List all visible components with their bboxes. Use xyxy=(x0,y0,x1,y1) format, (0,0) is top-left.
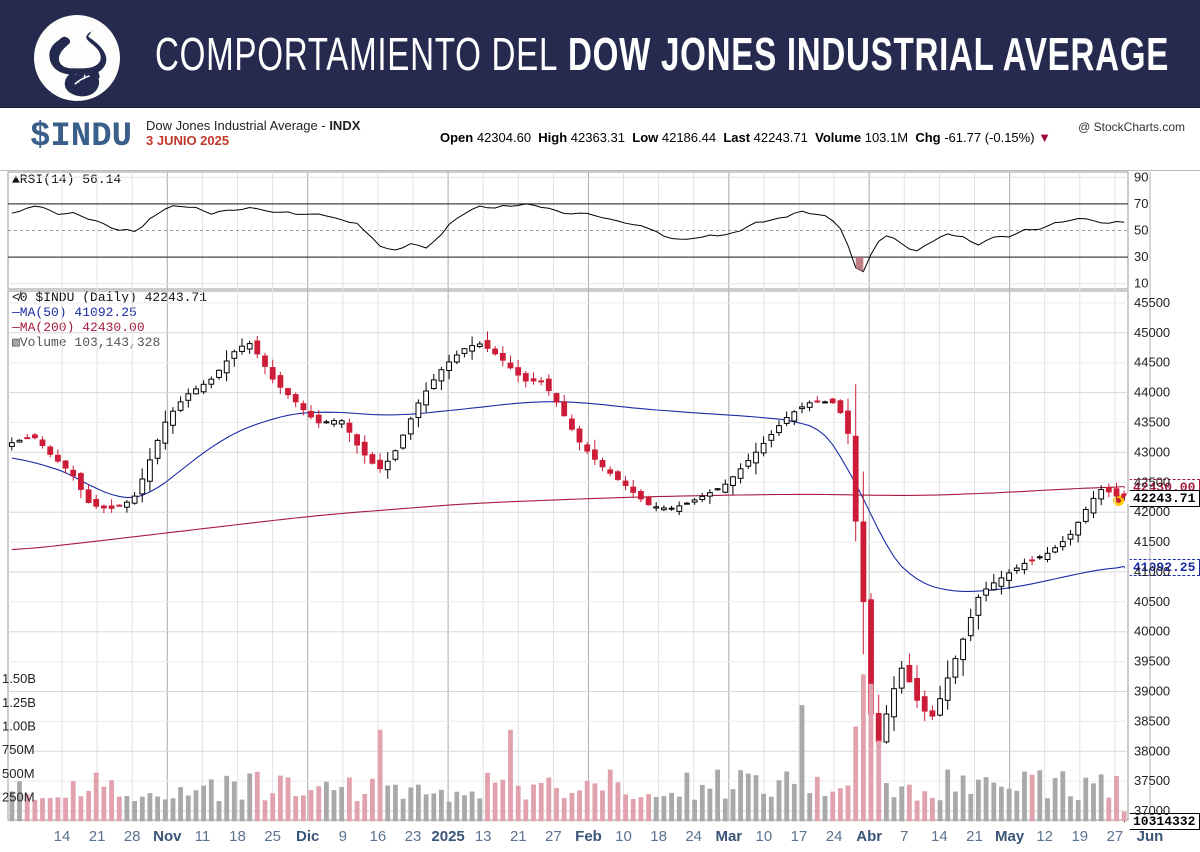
svg-text:24: 24 xyxy=(685,828,702,845)
svg-text:41500: 41500 xyxy=(1134,534,1170,549)
svg-text:24: 24 xyxy=(826,828,843,845)
svg-text:50: 50 xyxy=(1134,223,1148,238)
svg-text:Abr: Abr xyxy=(856,828,882,845)
svg-text:27: 27 xyxy=(545,828,562,845)
svg-text:28: 28 xyxy=(124,828,141,845)
svg-text:9: 9 xyxy=(339,828,347,845)
svg-text:44000: 44000 xyxy=(1134,385,1170,400)
svg-text:1.00B: 1.00B xyxy=(2,719,36,734)
svg-text:750M: 750M xyxy=(2,742,35,757)
svg-text:44500: 44500 xyxy=(1134,355,1170,370)
svg-text:16: 16 xyxy=(370,828,387,845)
svg-text:19: 19 xyxy=(1071,828,1088,845)
svg-text:70: 70 xyxy=(1134,196,1148,211)
svg-text:7: 7 xyxy=(900,828,908,845)
svg-text:30: 30 xyxy=(1134,249,1148,264)
svg-text:21: 21 xyxy=(89,828,106,845)
svg-text:Dic: Dic xyxy=(296,828,319,845)
svg-text:May: May xyxy=(995,828,1025,845)
svg-text:10: 10 xyxy=(1134,276,1148,291)
svg-text:2025: 2025 xyxy=(431,828,464,845)
svg-text:14: 14 xyxy=(931,828,948,845)
svg-text:250M: 250M xyxy=(2,790,35,805)
svg-text:Feb: Feb xyxy=(575,828,602,845)
svg-text:38500: 38500 xyxy=(1134,713,1170,728)
svg-text:Nov: Nov xyxy=(153,828,182,845)
svg-text:18: 18 xyxy=(650,828,667,845)
svg-text:10: 10 xyxy=(615,828,632,845)
svg-text:39000: 39000 xyxy=(1134,684,1170,699)
svg-text:12: 12 xyxy=(1036,828,1053,845)
svg-text:10: 10 xyxy=(756,828,773,845)
svg-text:25: 25 xyxy=(264,828,281,845)
svg-text:43000: 43000 xyxy=(1134,444,1170,459)
svg-text:45000: 45000 xyxy=(1134,325,1170,340)
svg-text:21: 21 xyxy=(966,828,983,845)
svg-text:17: 17 xyxy=(791,828,808,845)
svg-text:1.25B: 1.25B xyxy=(2,695,36,710)
svg-text:Mar: Mar xyxy=(715,828,742,845)
svg-text:90: 90 xyxy=(1134,169,1148,184)
svg-text:14: 14 xyxy=(54,828,71,845)
svg-text:42500: 42500 xyxy=(1134,474,1170,489)
svg-text:18: 18 xyxy=(229,828,246,845)
svg-text:40500: 40500 xyxy=(1134,594,1170,609)
svg-text:40000: 40000 xyxy=(1134,624,1170,639)
svg-text:43500: 43500 xyxy=(1134,415,1170,430)
svg-text:23: 23 xyxy=(405,828,422,845)
svg-text:500M: 500M xyxy=(2,766,35,781)
svg-text:45500: 45500 xyxy=(1134,295,1170,310)
svg-text:13: 13 xyxy=(475,828,492,845)
svg-text:21: 21 xyxy=(510,828,527,845)
svg-text:11: 11 xyxy=(195,828,211,845)
svg-text:Jun: Jun xyxy=(1137,828,1164,845)
svg-text:27: 27 xyxy=(1107,828,1124,845)
svg-text:37500: 37500 xyxy=(1134,773,1170,788)
svg-text:41000: 41000 xyxy=(1134,564,1170,579)
svg-text:1.50B: 1.50B xyxy=(2,671,36,686)
svg-text:39500: 39500 xyxy=(1134,654,1170,669)
svg-text:37000: 37000 xyxy=(1134,803,1170,818)
svg-text:38000: 38000 xyxy=(1134,743,1170,758)
